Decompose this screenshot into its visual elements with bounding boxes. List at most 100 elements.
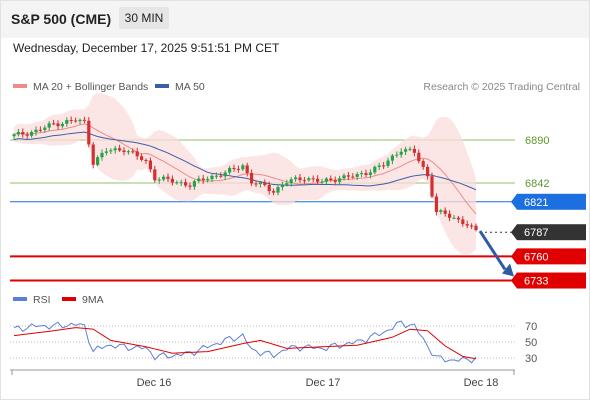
level-label-6787: 6787: [524, 227, 548, 239]
ma20-line: [13, 123, 477, 215]
rsi-level-label-50: 50: [525, 337, 537, 349]
candle-body: [302, 180, 306, 182]
candle-body: [267, 185, 271, 192]
candle-body: [377, 165, 381, 167]
candle-body: [170, 178, 174, 183]
candle-body: [219, 175, 223, 177]
candle-body: [232, 168, 236, 170]
candle-body: [201, 178, 205, 181]
candle-body: [87, 120, 91, 145]
rsi-level-label-70: 70: [525, 321, 537, 333]
candle-body: [474, 225, 478, 231]
legend-swatch-0: [13, 84, 27, 88]
candle-body: [408, 148, 412, 150]
candle-body: [144, 159, 148, 161]
candle-body: [113, 148, 117, 151]
x-tick-label-2: Dec 18: [464, 377, 499, 389]
candle-body: [52, 123, 56, 125]
candle-body: [285, 183, 289, 186]
rsi-legend-swatch-1: [62, 297, 76, 301]
candle-body: [60, 123, 64, 127]
candle-body: [351, 176, 355, 178]
candle-body: [175, 182, 179, 184]
legend-label-1: MA 50: [175, 81, 205, 93]
candle-body: [452, 217, 456, 219]
candle-body: [140, 156, 144, 160]
timeframe-badge[interactable]: 30 MIN: [119, 7, 169, 29]
candle-body: [96, 157, 100, 165]
candle-body: [12, 134, 16, 137]
candle-body: [82, 119, 86, 121]
candle-body: [360, 173, 364, 175]
candle-body: [78, 119, 82, 122]
credit-label: Research © 2025 Trading Central: [423, 81, 580, 93]
candle-body: [417, 152, 421, 162]
candle-body: [294, 177, 298, 180]
candle-body: [122, 150, 126, 152]
ma50-line: [13, 131, 477, 191]
candle-body: [276, 187, 280, 193]
candle-body: [148, 160, 152, 170]
legend-swatch-1: [155, 84, 169, 88]
level-label-6890: 6890: [525, 135, 549, 147]
candle-body: [241, 165, 245, 170]
candle-body: [390, 155, 394, 161]
rsi-line: [13, 320, 477, 364]
candle-body: [162, 176, 166, 180]
level-label-6821: 6821: [524, 197, 548, 209]
candle-body: [21, 132, 25, 135]
candle-body: [65, 120, 69, 124]
candle-body: [236, 168, 240, 170]
x-tick-label-1: Dec 17: [306, 377, 341, 389]
candle-body: [100, 152, 104, 158]
candle-body: [30, 132, 34, 136]
candle-body: [426, 166, 430, 177]
candle-body: [263, 182, 267, 186]
candle-body: [373, 166, 377, 173]
rsi-legend-swatch-0: [13, 297, 27, 301]
candle-body: [386, 160, 390, 166]
candle-body: [34, 129, 38, 133]
candle-body: [448, 213, 452, 218]
candle-body: [404, 149, 408, 152]
candle-body: [280, 185, 284, 188]
candle-body: [338, 178, 342, 182]
level-tag-tip-6787: [511, 224, 517, 241]
candle-body: [412, 148, 416, 153]
datetime-label: Wednesday, December 17, 2025 9:51:51 PM …: [13, 41, 280, 55]
candle-body: [298, 177, 302, 181]
candle-body: [346, 175, 350, 177]
rsi-level-label-30: 30: [525, 353, 537, 365]
candle-body: [320, 181, 324, 183]
candle-body: [197, 178, 201, 182]
level-tag-6733: [517, 272, 586, 289]
candle-body: [254, 183, 258, 185]
candle-body: [355, 174, 359, 177]
rsi-ma-line: [13, 327, 477, 360]
candle-body: [206, 179, 210, 181]
candle-body: [104, 151, 108, 153]
candle-body: [25, 134, 29, 136]
candle-body: [364, 173, 368, 175]
candle-body: [109, 150, 113, 152]
level-tag-6760: [517, 248, 586, 265]
candle-body: [179, 182, 183, 184]
candle-body: [399, 151, 403, 155]
candles: [12, 116, 478, 232]
candle-body: [214, 175, 218, 177]
level-tag-tip-6760: [511, 248, 517, 265]
candle-body: [258, 182, 262, 185]
candle-body: [316, 178, 320, 182]
candle-body: [250, 172, 254, 184]
candle-body: [16, 132, 20, 135]
candle-body: [131, 151, 135, 153]
candle-body: [456, 217, 460, 220]
legend-label-0: MA 20 + Bollinger Bands: [33, 81, 148, 93]
candle-body: [56, 123, 60, 127]
level-label-6842: 6842: [525, 178, 549, 190]
candle-body: [153, 169, 157, 181]
candle-body: [188, 185, 192, 187]
candle-body: [118, 148, 122, 151]
candle-body: [382, 165, 386, 167]
